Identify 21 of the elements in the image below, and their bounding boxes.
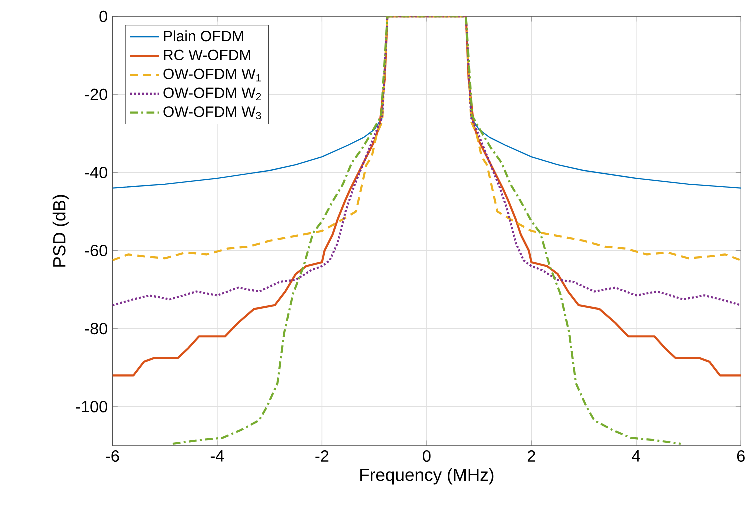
y-tick-label: -100	[76, 400, 108, 412]
legend-label: RC W-OFDM	[164, 50, 250, 60]
x-tick-label: 4	[632, 450, 640, 462]
line-series	[112, 16, 742, 377]
legend-label: OW-OFDM W$_{3}$	[164, 106, 262, 120]
y-tick-label: -80	[85, 322, 108, 334]
x-tick-label: -6	[106, 450, 120, 462]
y-tick-label: 0	[100, 10, 108, 22]
x-tick-label: 6	[737, 450, 745, 462]
x-tick-label: -2	[316, 450, 329, 462]
x-tick-label: 0	[423, 450, 431, 462]
legend-label: Plain OFDM	[164, 30, 244, 42]
legend-label: OW-OFDM W$_{1}$	[164, 68, 262, 82]
y-tick-label: -40	[85, 166, 108, 178]
legend-label: OW-OFDM W$_{2}$	[164, 88, 262, 100]
y-axis-title: PSD (dB)	[52, 195, 70, 267]
x-tick-label: 2	[528, 450, 536, 462]
x-axis-title: Frequency (MHz)	[360, 468, 494, 485]
x-tick-label: -4	[210, 450, 224, 462]
y-tick-label: -60	[85, 244, 108, 256]
y-tick-label: -20	[85, 88, 108, 100]
